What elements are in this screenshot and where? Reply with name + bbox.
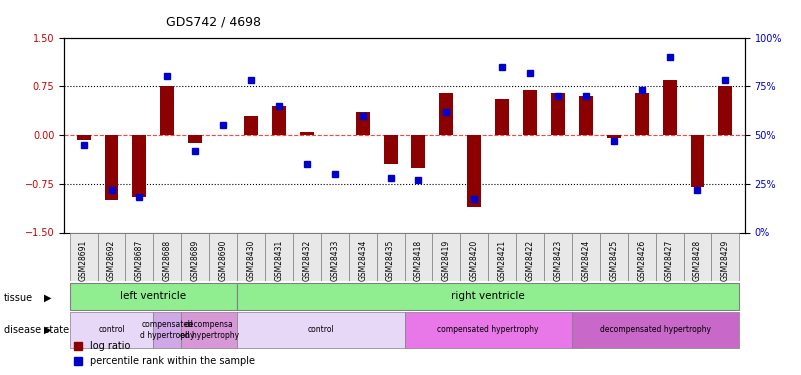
- FancyBboxPatch shape: [237, 232, 265, 281]
- Text: GSM28427: GSM28427: [665, 240, 674, 281]
- Text: GSM28690: GSM28690: [219, 240, 227, 281]
- FancyBboxPatch shape: [711, 232, 739, 281]
- FancyBboxPatch shape: [209, 232, 237, 281]
- Bar: [662, 80, 677, 135]
- Text: ▶: ▶: [44, 293, 51, 303]
- FancyBboxPatch shape: [489, 232, 516, 281]
- Text: compensated hypertrophy: compensated hypertrophy: [437, 326, 539, 334]
- Text: decompensated hypertrophy: decompensated hypertrophy: [600, 326, 711, 334]
- FancyBboxPatch shape: [544, 232, 572, 281]
- Bar: [495, 99, 509, 135]
- Text: ▶: ▶: [44, 325, 51, 335]
- FancyBboxPatch shape: [181, 232, 209, 281]
- FancyBboxPatch shape: [153, 312, 181, 348]
- FancyBboxPatch shape: [293, 232, 320, 281]
- Text: GSM28435: GSM28435: [386, 240, 395, 281]
- Text: left ventricle: left ventricle: [120, 291, 187, 301]
- Bar: [690, 135, 704, 187]
- Bar: [440, 93, 453, 135]
- FancyBboxPatch shape: [70, 232, 98, 281]
- Text: GSM28687: GSM28687: [135, 240, 144, 281]
- FancyBboxPatch shape: [405, 232, 433, 281]
- FancyBboxPatch shape: [376, 232, 405, 281]
- Text: GSM28692: GSM28692: [107, 240, 116, 281]
- Legend: log ratio, percentile rank within the sample: log ratio, percentile rank within the sa…: [69, 338, 260, 370]
- Text: GSM28420: GSM28420: [469, 240, 479, 281]
- Text: GSM28418: GSM28418: [414, 240, 423, 281]
- FancyBboxPatch shape: [600, 232, 628, 281]
- FancyBboxPatch shape: [181, 312, 237, 348]
- Bar: [412, 135, 425, 168]
- Bar: [132, 135, 147, 197]
- Bar: [300, 132, 314, 135]
- FancyBboxPatch shape: [516, 232, 544, 281]
- Bar: [579, 96, 593, 135]
- Text: GSM28431: GSM28431: [275, 240, 284, 281]
- Bar: [467, 135, 481, 207]
- Text: GSM28434: GSM28434: [358, 240, 367, 281]
- Text: compensated
d hypertrophy: compensated d hypertrophy: [140, 320, 195, 340]
- Text: GSM28423: GSM28423: [553, 240, 562, 281]
- Bar: [718, 86, 732, 135]
- Text: control: control: [308, 326, 334, 334]
- Text: GSM28419: GSM28419: [442, 240, 451, 281]
- Bar: [607, 135, 621, 138]
- Text: decompensa
ed hypertrophy: decompensa ed hypertrophy: [179, 320, 239, 340]
- Text: control: control: [99, 326, 125, 334]
- FancyBboxPatch shape: [461, 232, 489, 281]
- Text: tissue: tissue: [4, 293, 33, 303]
- FancyBboxPatch shape: [98, 232, 126, 281]
- Text: GSM28425: GSM28425: [610, 240, 618, 281]
- FancyBboxPatch shape: [405, 312, 572, 348]
- Text: GSM28428: GSM28428: [693, 240, 702, 281]
- FancyBboxPatch shape: [683, 232, 711, 281]
- Bar: [272, 106, 286, 135]
- Bar: [356, 112, 369, 135]
- FancyBboxPatch shape: [237, 312, 405, 348]
- Bar: [551, 93, 565, 135]
- Text: disease state: disease state: [4, 325, 69, 335]
- Bar: [188, 135, 202, 143]
- FancyBboxPatch shape: [320, 232, 348, 281]
- FancyBboxPatch shape: [572, 232, 600, 281]
- Text: GSM28421: GSM28421: [497, 240, 507, 281]
- Text: GSM28433: GSM28433: [330, 240, 340, 281]
- FancyBboxPatch shape: [153, 232, 181, 281]
- FancyBboxPatch shape: [433, 232, 461, 281]
- Text: GSM28688: GSM28688: [163, 240, 172, 281]
- Bar: [105, 135, 119, 200]
- FancyBboxPatch shape: [126, 232, 153, 281]
- Text: GSM28689: GSM28689: [191, 240, 199, 281]
- Text: GSM28429: GSM28429: [721, 240, 730, 281]
- Text: right ventricle: right ventricle: [451, 291, 525, 301]
- FancyBboxPatch shape: [656, 232, 683, 281]
- Text: GSM28424: GSM28424: [582, 240, 590, 281]
- Text: GSM28430: GSM28430: [247, 240, 256, 281]
- Bar: [523, 90, 537, 135]
- FancyBboxPatch shape: [70, 283, 237, 310]
- Bar: [77, 135, 91, 140]
- Text: GSM28432: GSM28432: [302, 240, 312, 281]
- Bar: [244, 116, 258, 135]
- Text: GDS742 / 4698: GDS742 / 4698: [167, 15, 261, 28]
- Bar: [160, 86, 175, 135]
- FancyBboxPatch shape: [572, 312, 739, 348]
- FancyBboxPatch shape: [237, 283, 739, 310]
- FancyBboxPatch shape: [348, 232, 376, 281]
- FancyBboxPatch shape: [628, 232, 656, 281]
- Bar: [634, 93, 649, 135]
- Text: GSM28691: GSM28691: [79, 240, 88, 281]
- FancyBboxPatch shape: [70, 312, 153, 348]
- FancyBboxPatch shape: [265, 232, 293, 281]
- Text: GSM28422: GSM28422: [525, 240, 534, 281]
- Bar: [384, 135, 397, 164]
- Text: GSM28426: GSM28426: [637, 240, 646, 281]
